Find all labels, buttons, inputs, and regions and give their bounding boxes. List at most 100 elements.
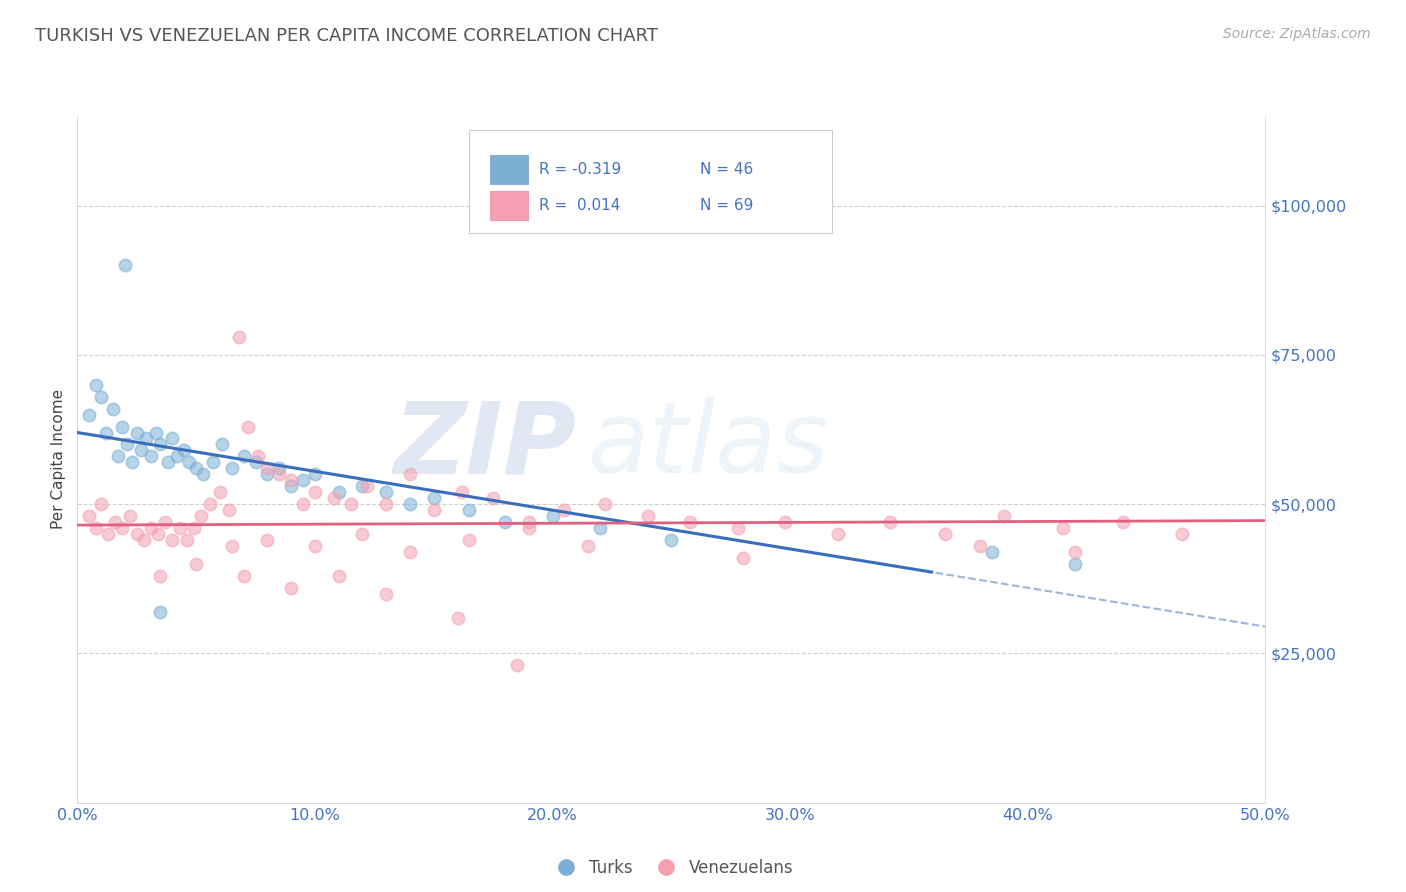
Point (256, 533, 278, 547)
Point (111, 419, 134, 434)
Point (101, 401, 124, 416)
Point (193, 467, 215, 482)
Point (145, 425, 167, 440)
Point (352, 527, 374, 541)
Text: Source: ZipAtlas.com: Source: ZipAtlas.com (1223, 27, 1371, 41)
Point (1112, 515, 1135, 529)
Point (77, 408, 100, 422)
Point (576, 539, 599, 553)
Point (637, 509, 659, 524)
Point (458, 503, 481, 517)
Point (879, 515, 901, 529)
Point (221, 539, 243, 553)
Point (375, 497, 398, 511)
Point (482, 491, 505, 506)
Point (246, 450, 269, 464)
Point (323, 491, 346, 506)
Point (1064, 545, 1087, 559)
Point (328, 569, 350, 583)
Point (139, 521, 162, 535)
Point (304, 485, 326, 500)
Point (775, 515, 797, 529)
Point (104, 515, 127, 529)
Point (339, 497, 361, 511)
Point (149, 569, 172, 583)
Point (292, 473, 315, 487)
Point (238, 419, 260, 434)
Text: R = -0.319: R = -0.319 (540, 162, 621, 178)
Point (162, 533, 184, 547)
Y-axis label: Per Capita Income: Per Capita Income (51, 389, 66, 530)
Point (727, 521, 749, 535)
Point (149, 437, 172, 451)
Point (934, 527, 956, 541)
Point (218, 503, 240, 517)
Point (328, 485, 350, 500)
Point (200, 497, 222, 511)
Point (90, 497, 112, 511)
Point (221, 461, 243, 475)
Point (97, 527, 120, 541)
Point (232, 569, 254, 583)
Point (183, 521, 205, 535)
Point (1052, 521, 1074, 535)
Point (166, 450, 188, 464)
Point (107, 450, 129, 464)
Bar (489, 191, 527, 219)
Point (423, 491, 446, 506)
Point (90, 390, 112, 404)
Point (969, 539, 991, 553)
Point (173, 443, 195, 458)
Point (232, 450, 254, 464)
Point (1064, 557, 1087, 571)
Point (292, 497, 315, 511)
Point (451, 485, 474, 500)
Point (993, 509, 1015, 524)
Point (177, 455, 200, 469)
Bar (489, 155, 527, 184)
Point (304, 467, 326, 482)
Point (679, 515, 702, 529)
Point (256, 467, 278, 482)
Point (661, 533, 683, 547)
Point (228, 330, 250, 344)
Point (77, 509, 100, 524)
Point (132, 533, 155, 547)
Point (146, 527, 169, 541)
Point (208, 485, 231, 500)
Legend: Turks, Venezuelans: Turks, Venezuelans (543, 853, 800, 884)
Point (553, 503, 575, 517)
Point (190, 509, 212, 524)
Text: N = 46: N = 46 (700, 162, 754, 178)
Point (269, 461, 291, 475)
Text: atlas: atlas (588, 397, 830, 494)
Text: R =  0.014: R = 0.014 (540, 198, 621, 213)
Point (155, 515, 177, 529)
Point (131, 443, 153, 458)
Point (256, 461, 278, 475)
Point (304, 539, 326, 553)
Point (423, 503, 446, 517)
Point (399, 497, 422, 511)
Point (169, 521, 191, 535)
Point (269, 467, 291, 482)
Point (280, 581, 302, 595)
Point (446, 610, 468, 624)
Text: TURKISH VS VENEZUELAN PER CAPITA INCOME CORRELATION CHART: TURKISH VS VENEZUELAN PER CAPITA INCOME … (35, 27, 658, 45)
Point (86, 521, 108, 535)
Point (201, 455, 224, 469)
Point (981, 545, 1004, 559)
Point (125, 527, 148, 541)
Point (111, 521, 134, 535)
Point (352, 479, 374, 493)
Point (86, 377, 108, 392)
Point (156, 455, 179, 469)
Point (114, 258, 136, 272)
Point (375, 587, 398, 601)
Point (125, 425, 148, 440)
Point (399, 545, 422, 559)
Point (506, 658, 529, 673)
Point (356, 479, 378, 493)
Point (211, 437, 233, 451)
Point (186, 461, 208, 475)
